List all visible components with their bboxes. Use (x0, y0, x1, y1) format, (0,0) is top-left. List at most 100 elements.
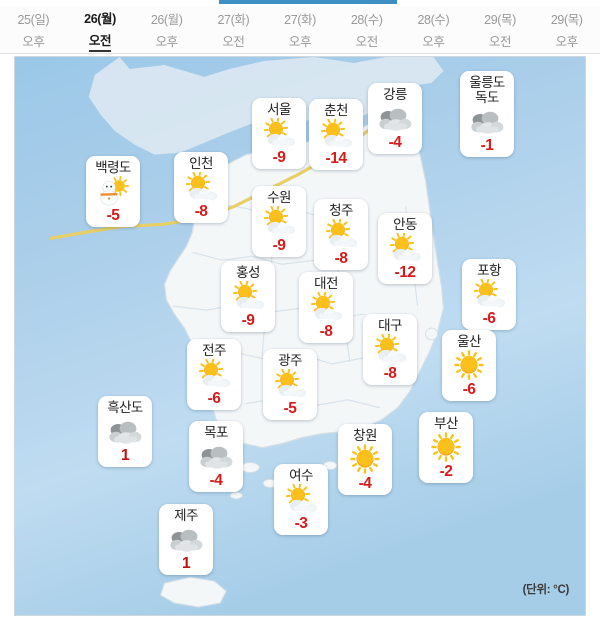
gray-cloud-icon (104, 416, 146, 446)
weather-station-card[interactable]: 대전 -8 (299, 272, 353, 344)
station-name-label: 전주 (202, 343, 226, 358)
weather-station-card[interactable]: 안동 -12 (378, 213, 432, 285)
weather-station-card[interactable]: 대구 -8 (363, 314, 417, 386)
station-temperature-label: -3 (294, 515, 308, 533)
weather-station-card[interactable]: 서울 -9 (252, 98, 306, 170)
station-temperature-label: -9 (241, 312, 255, 330)
forecast-tab-8[interactable]: 29(목) 오후 (533, 6, 600, 53)
sun-cloud-icon (389, 232, 422, 262)
station-name-label: 청주 (329, 203, 353, 218)
tab-date-label: 26(월) (150, 13, 183, 27)
station-name-label: 안동 (393, 217, 417, 232)
station-temperature-label: 1 (120, 447, 130, 465)
station-temperature-label: -5 (283, 400, 297, 418)
station-name-label: 광주 (278, 353, 302, 368)
cloud-shape (314, 308, 343, 321)
weather-station-card[interactable]: 백령도 -5 (86, 156, 140, 228)
cloud-shape (202, 375, 231, 388)
weather-station-card[interactable]: 홍성 -9 (221, 261, 275, 333)
station-name-label: 흑산도 (107, 400, 143, 415)
active-tab-indicator-bar (219, 0, 397, 4)
station-temperature-label: -4 (358, 475, 372, 493)
weather-station-card[interactable]: 제주 1 (159, 504, 213, 576)
cloud-shape (267, 134, 296, 147)
weather-station-card[interactable]: 울산 -6 (442, 330, 496, 402)
station-temperature-label: -8 (383, 365, 397, 383)
sun-icon (344, 444, 386, 474)
sun-cloud-icon (269, 368, 311, 399)
weather-station-card[interactable]: 포항 -6 (462, 259, 516, 331)
unit-label: (단위: °C) (522, 584, 570, 596)
weather-station-card[interactable]: 전주 -6 (187, 339, 241, 411)
tab-date-label: 25(일) (17, 13, 50, 27)
sun-cloud-icon (232, 280, 265, 310)
sun-cloud-icon (258, 117, 300, 148)
weather-station-card[interactable]: 광주 -5 (263, 349, 317, 421)
gray-cloud-icon (471, 111, 504, 135)
station-name-label: 여수 (289, 468, 313, 483)
weather-station-card[interactable]: 목포 -4 (189, 421, 243, 493)
forecast-tab-bar[interactable]: 25(일) 오후 26(월) 오전 26(월) 오후 27(화) 오전 27(화) 오후 28(수)… (0, 6, 600, 54)
sun-icon (431, 432, 461, 462)
station-name-label: 대구 (378, 318, 402, 333)
forecast-tab-3[interactable]: 27(화) 오전 (200, 6, 267, 53)
station-name-label: 제주 (174, 508, 198, 523)
station-temperature-label: -12 (394, 264, 416, 282)
gray-cloud-icon (200, 446, 233, 469)
weather-station-card[interactable]: 춘천 -14 (309, 99, 363, 171)
forecast-tab-0[interactable]: 25(일) 오후 (0, 6, 67, 53)
weather-station-card[interactable]: 부산 -2 (419, 412, 473, 484)
tab-halfday-label: 오전 (88, 30, 112, 52)
sun-cloud-icon (315, 118, 357, 149)
weather-station-card[interactable]: 울릉도 독도 -1 (460, 71, 514, 158)
tab-halfday-label: 오전 (355, 35, 379, 49)
sun-cloud-icon (274, 368, 307, 398)
weather-station-card[interactable]: 인천 -8 (174, 152, 228, 224)
tab-halfday-label: 오전 (488, 35, 512, 49)
korea-weather-map[interactable]: (단위: °C) 백령도 -5 인천 -8 서울 (14, 56, 586, 616)
station-name-label: 대전 (314, 276, 338, 291)
station-temperature-label: -9 (272, 237, 286, 255)
sun-icon (425, 432, 467, 462)
tab-halfday-label: 오전 (222, 35, 245, 49)
station-temperature-label: -5 (106, 207, 120, 225)
station-name-label: 울릉도 독도 (469, 75, 505, 106)
sun-cloud-icon (374, 333, 407, 363)
sun-cloud-icon (198, 358, 231, 388)
cloud-shape (189, 188, 218, 201)
forecast-tab-4[interactable]: 27(화) 오후 (267, 6, 334, 53)
forecast-tab-2[interactable]: 26(월) 오후 (133, 6, 200, 53)
weather-station-card[interactable]: 창원 -4 (338, 424, 392, 496)
tab-date-label: 28(수) (417, 13, 450, 27)
sun-cloud-icon (305, 291, 347, 322)
gray-cloud-icon (374, 103, 416, 133)
snowman-sun-icon (100, 176, 130, 206)
sun-cloud-icon (325, 218, 358, 248)
cloud-shape (236, 297, 265, 310)
station-name-label: 창원 (353, 428, 377, 443)
weather-station-card[interactable]: 여수 -3 (274, 464, 328, 536)
cloud-shape (329, 235, 358, 248)
sun-cloud-icon (320, 118, 353, 148)
station-temperature-label: -2 (439, 463, 453, 481)
weather-station-card[interactable]: 청주 -8 (314, 199, 368, 271)
forecast-tab-1[interactable]: 26(월) 오전 (67, 6, 134, 53)
station-temperature-label: -1 (480, 137, 494, 155)
forecast-tab-5[interactable]: 28(수) 오전 (333, 6, 400, 53)
tab-date-label: 29(목) (484, 13, 516, 27)
weather-station-card[interactable]: 수원 -9 (252, 186, 306, 258)
station-name-label: 강릉 (383, 87, 407, 102)
sun-cloud-icon (227, 280, 269, 311)
station-name-label: 백령도 (95, 160, 131, 175)
forecast-tab-6[interactable]: 28(수) 오후 (400, 6, 467, 53)
sun-cloud-icon (320, 218, 362, 249)
weather-station-card[interactable]: 흑산도 1 (98, 396, 152, 468)
sun-icon (448, 350, 490, 380)
cloud-shape (278, 385, 307, 398)
sun-icon (350, 444, 380, 474)
cloud-shape (477, 295, 506, 308)
tab-halfday-label: 오후 (422, 35, 445, 49)
weather-station-card[interactable]: 강릉 -4 (368, 83, 422, 155)
sun-cloud-icon (180, 171, 222, 202)
forecast-tab-7[interactable]: 29(목) 오전 (467, 6, 534, 53)
